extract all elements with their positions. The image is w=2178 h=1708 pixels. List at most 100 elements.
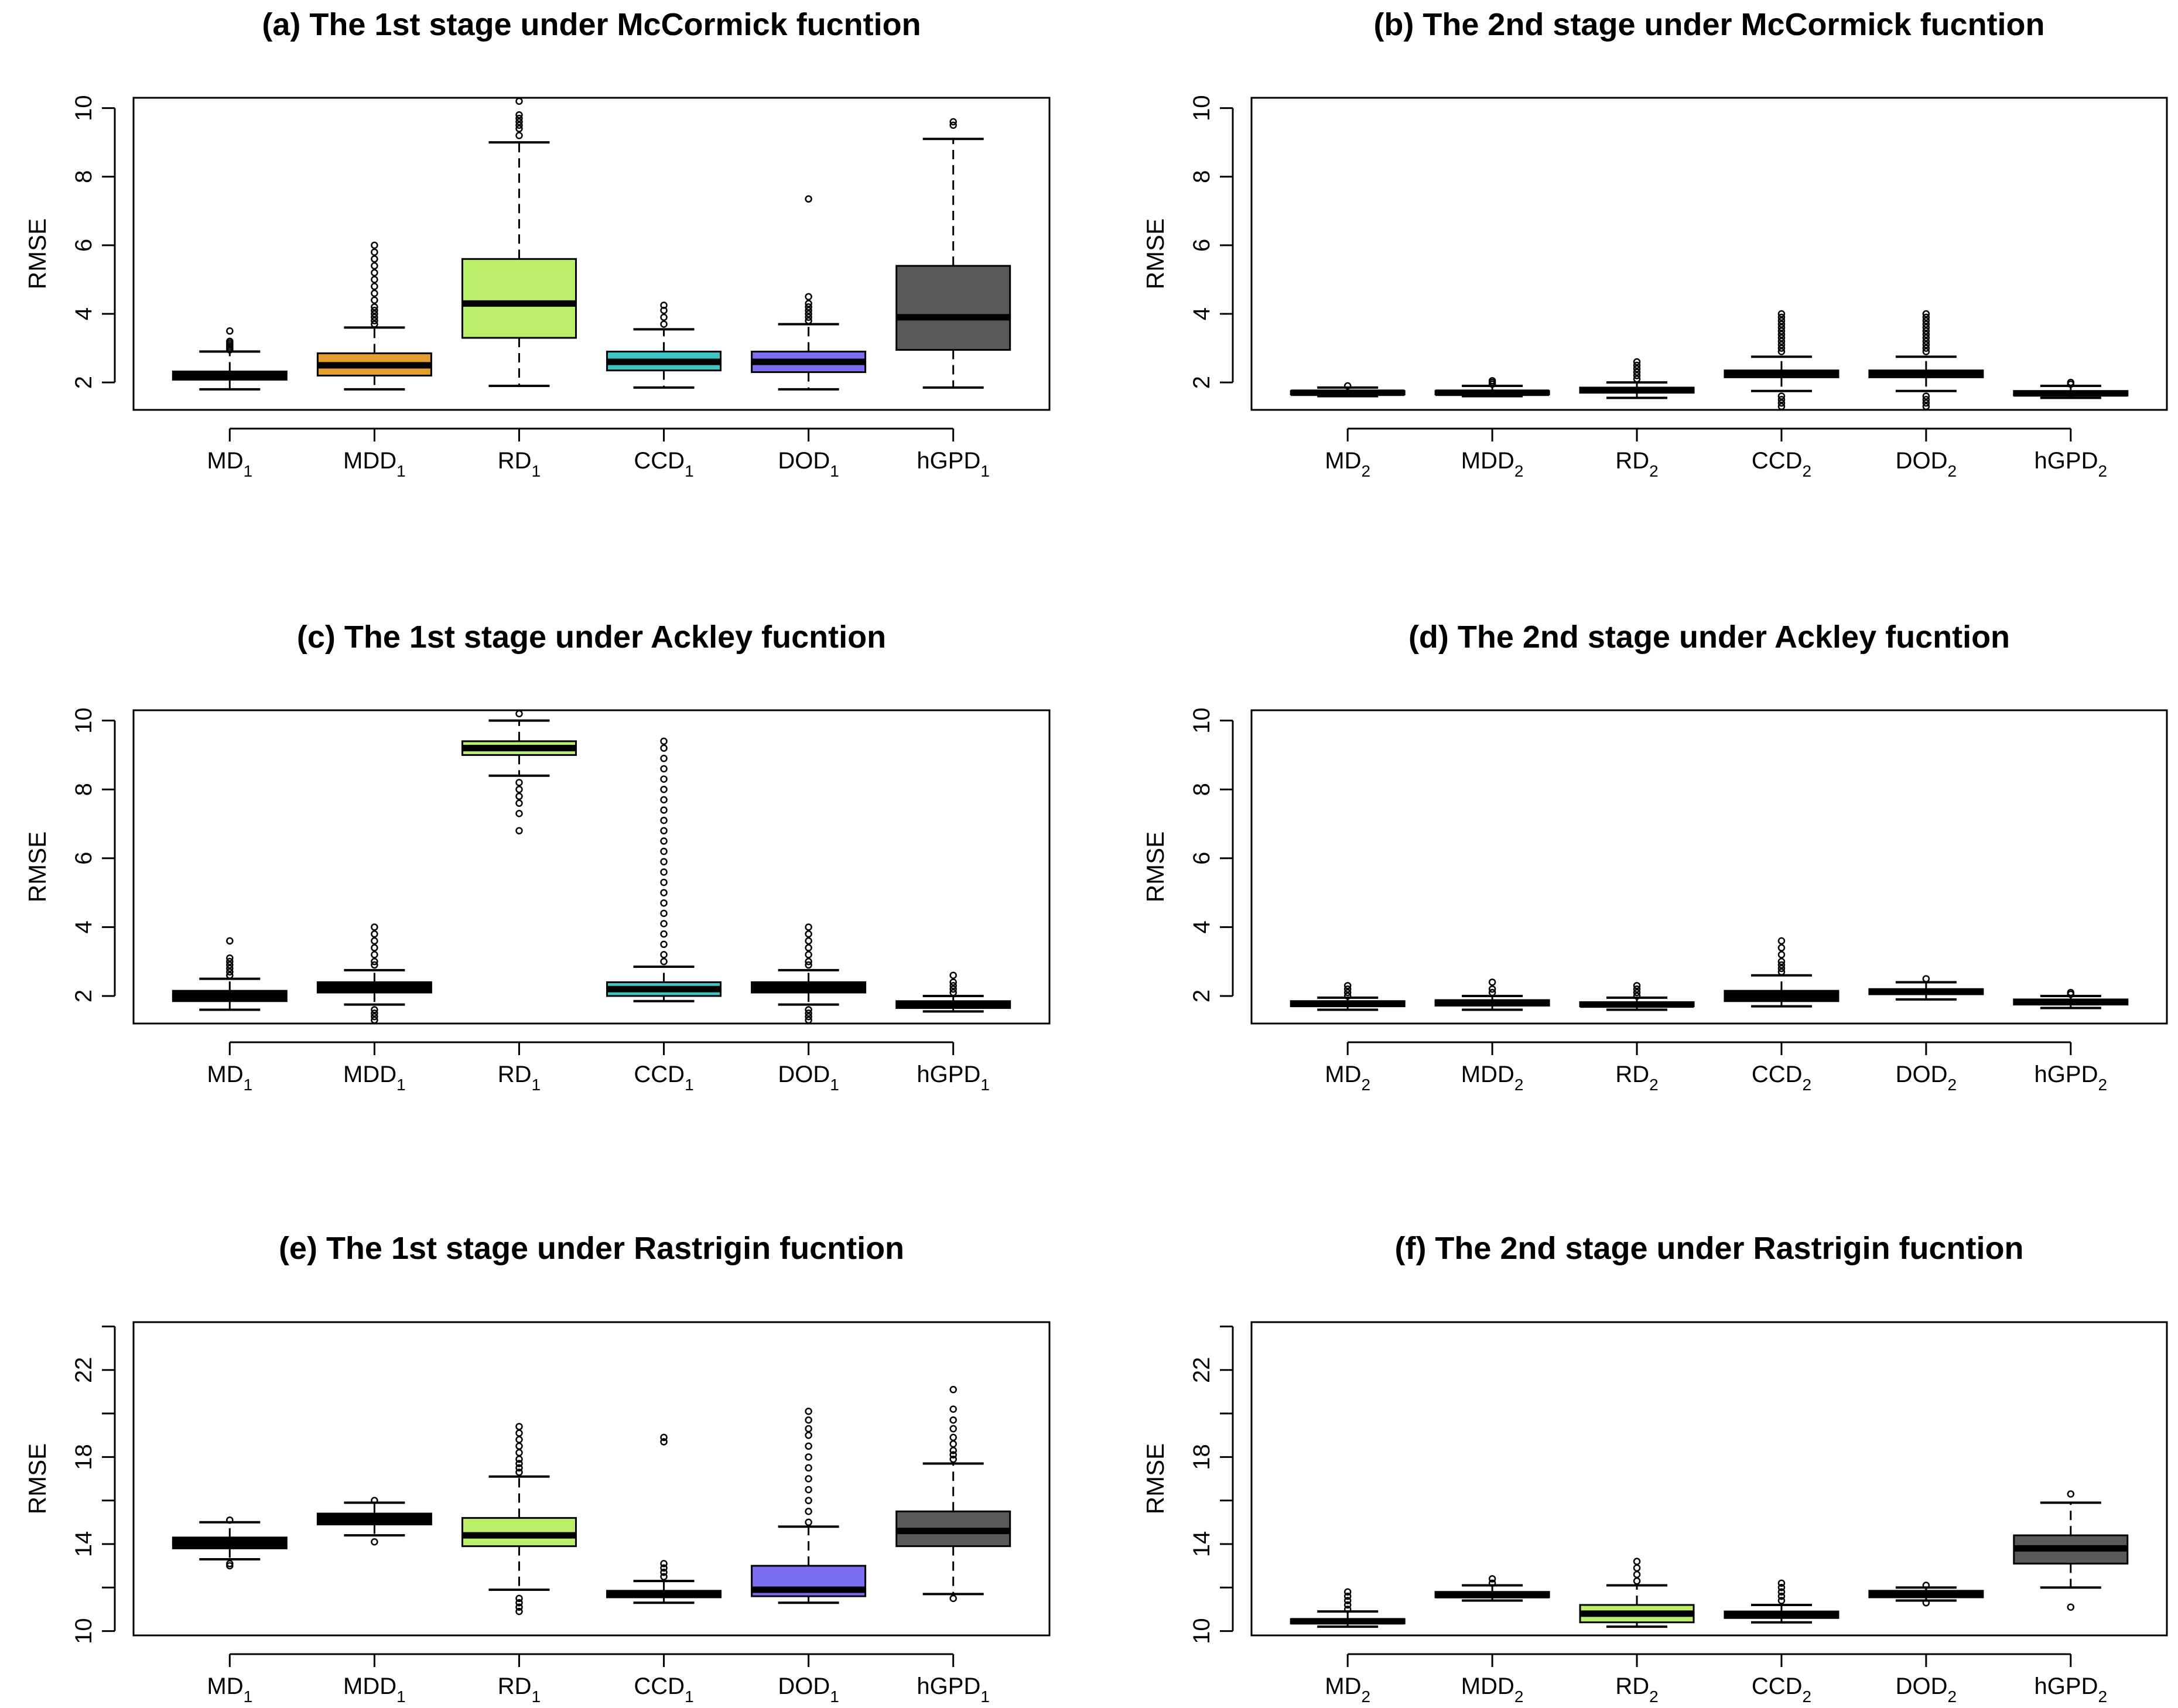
box-md-2 [1290, 1588, 1406, 1628]
x-tick-label-name: DOD [1896, 448, 1948, 474]
outlier-point [949, 1425, 957, 1433]
x-tick-label-name: MD [207, 448, 243, 474]
x-tick-label-subscript: 2 [1948, 462, 1957, 480]
outlier-point [1922, 330, 1930, 338]
box-mdd-2 [1434, 1575, 1550, 1602]
x-tick-label-subscript: 1 [244, 1076, 253, 1094]
outlier-point [515, 114, 523, 122]
outlier-point [371, 320, 378, 328]
x-tick-label-name: RD [498, 448, 532, 474]
outlier-point [660, 909, 668, 918]
box-dod-2 [1868, 1582, 1984, 1607]
box-rd-2 [1579, 358, 1695, 399]
outlier-point [515, 1423, 523, 1430]
outlier-point [805, 1507, 812, 1515]
outlier-point [371, 269, 378, 276]
x-tick-label-subscript: 2 [2098, 1688, 2107, 1706]
x-tick-label-subscript: 2 [1649, 462, 1659, 480]
plot-frame [132, 1321, 1051, 1637]
outlier-point [660, 806, 668, 814]
box-mdd-1 [316, 1497, 432, 1546]
outlier-point [1633, 368, 1641, 376]
outlier-point [226, 968, 234, 976]
outlier-point [226, 337, 234, 345]
outlier-point [1777, 313, 1786, 321]
outlier-point [1488, 376, 1496, 385]
y-tick-label: 6 [71, 852, 97, 865]
x-tick-label-subscript: 2 [2098, 1076, 2107, 1094]
outlier-point [371, 303, 378, 311]
outlier-point [371, 1006, 378, 1014]
outlier-point [949, 1405, 957, 1413]
outlier-point [1343, 988, 1352, 997]
x-tick-label: DOD2 [1896, 448, 1957, 480]
outlier-point [1922, 313, 1930, 321]
outlier-point [515, 1442, 523, 1450]
outlier-point [660, 302, 668, 309]
outlier-point [226, 957, 234, 966]
x-tick-label-subscript: 1 [685, 1688, 694, 1706]
x-tick-label: CCD2 [1752, 448, 1811, 480]
outlier-point [1922, 337, 1930, 345]
outlier-point [1922, 1582, 1930, 1589]
x-tick-label: DOD1 [778, 1673, 839, 1706]
box-mdd-1 [316, 923, 432, 1024]
outlier-point [805, 1475, 812, 1483]
outlier-point [1777, 392, 1786, 400]
y-tick-label: 4 [71, 307, 97, 320]
x-tick-label-name: hGPD [917, 1062, 980, 1087]
y-tick-label: 22 [71, 1357, 97, 1383]
box-dod-2 [1868, 975, 1984, 1001]
outlier-point [805, 317, 812, 324]
outlier-point [515, 111, 523, 119]
box-md-1 [172, 937, 288, 1011]
outlier-point [515, 1429, 523, 1437]
outlier-point [660, 940, 668, 949]
box-hgpd-1 [895, 118, 1011, 389]
box-rd-1 [461, 710, 577, 835]
outlier-point [515, 97, 523, 105]
outlier-point [515, 125, 523, 132]
x-tick-label-name: MD [1325, 1062, 1361, 1087]
x-tick-label-name: CCD [1752, 448, 1803, 474]
outlier-point [949, 971, 957, 979]
outlier-point [805, 306, 812, 314]
outlier-point [805, 961, 812, 969]
box-hgpd-2 [2013, 1490, 2129, 1611]
y-tick-label: 14 [1189, 1531, 1215, 1558]
outlier-point [1777, 330, 1786, 338]
x-tick-label: MD1 [207, 1062, 252, 1094]
y-tick-label: 10 [71, 95, 97, 121]
box-ccd-2 [1724, 310, 1839, 410]
outlier-point [1777, 1579, 1786, 1587]
y-tick-label: 8 [71, 783, 97, 796]
chart-panel-e: (e) The 1st stage under Rastrigin fucnti… [23, 1231, 1051, 1706]
box-ccd-1 [606, 737, 722, 1002]
y-axis-label: RMSE [23, 831, 51, 902]
outlier-point [1922, 317, 1930, 324]
y-tick-label: 6 [1189, 239, 1215, 252]
x-tick-label-name: MDD [1461, 1062, 1514, 1087]
outlier-point [805, 303, 812, 311]
outlier-point [660, 868, 668, 876]
panel-title: (e) The 1st stage under Rastrigin fucnti… [279, 1231, 904, 1266]
outlier-point [949, 121, 957, 129]
outlier-point [1343, 1606, 1352, 1613]
outlier-point [371, 944, 378, 951]
outlier-point [515, 1469, 523, 1476]
outlier-point [515, 785, 523, 793]
chart-panel-a: (a) The 1st stage under McCormick fucnti… [23, 7, 1051, 480]
plot-frame [1250, 1321, 2168, 1637]
y-tick-label: 10 [1189, 95, 1215, 121]
y-tick-label: 2 [71, 376, 97, 389]
outlier-point [1633, 1577, 1641, 1585]
outlier-point [371, 937, 378, 945]
x-tick-label-subscript: 2 [1803, 1688, 1812, 1706]
outlier-point [1633, 992, 1641, 1000]
outlier-point [371, 1012, 378, 1021]
outlier-point [371, 255, 378, 263]
x-tick-label: hGPD1 [917, 448, 990, 480]
y-tick-label: 2 [1189, 990, 1215, 1002]
panel-title: (c) The 1st stage under Ackley fucntion [297, 619, 886, 655]
outlier-point [949, 1594, 957, 1603]
